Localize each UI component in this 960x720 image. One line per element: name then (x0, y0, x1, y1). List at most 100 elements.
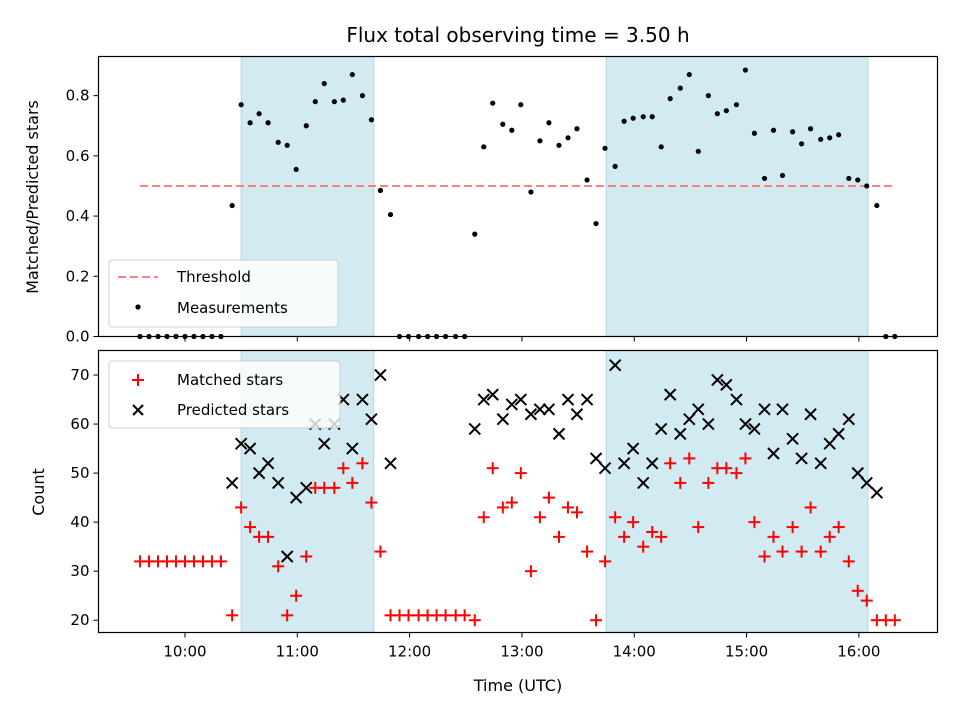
predicted-star-point (496, 412, 510, 426)
measurement-point (779, 172, 786, 179)
predicted-star-point (748, 422, 761, 436)
predicted-star-point (683, 412, 696, 426)
measurement-point (790, 129, 796, 135)
measurement-point (229, 202, 235, 209)
matched-star-point (226, 609, 239, 622)
measurement-point (584, 177, 590, 183)
predicted-star-point (842, 412, 855, 426)
matched-star-point (609, 511, 622, 524)
measurement-point (818, 136, 824, 142)
matched-star-point (468, 614, 481, 627)
measurement-point (686, 71, 692, 78)
predicted-star-point (720, 378, 733, 392)
matched-star-point (505, 496, 518, 509)
predicted-star-point (739, 417, 752, 431)
matched-star-point (776, 545, 789, 558)
measurement-point (855, 177, 861, 183)
measurement-point (751, 130, 758, 136)
top-y-tick-label: 0.2 (66, 267, 90, 285)
predicted-star-point (533, 403, 547, 416)
predicted-star-point (486, 388, 499, 401)
matched-star-point (692, 521, 705, 534)
measurement-point (340, 97, 346, 103)
predicted-star-point (786, 432, 799, 445)
x-tick-label: 13:00 (500, 643, 543, 661)
measurement-point (247, 120, 253, 126)
predicted-star-point (711, 373, 724, 387)
matched-star-point (842, 555, 855, 568)
matched-star-point (860, 594, 873, 607)
matched-star-point (618, 530, 631, 543)
matched-star-point (235, 501, 248, 514)
predicted-star-point (860, 476, 873, 490)
matched-star-point (832, 521, 845, 534)
top-axes-frame (97, 55, 939, 338)
predicted-star-point (663, 388, 677, 401)
measurement-point (528, 189, 534, 195)
matched-star-point (739, 452, 752, 465)
measurement-point (827, 135, 833, 141)
measurement-point (733, 102, 740, 108)
predicted-star-point (598, 461, 612, 475)
measurement-point (265, 120, 271, 126)
chart-title: Flux total observing time = 3.50 h (346, 23, 689, 47)
measurement-point (770, 127, 777, 133)
measurement-point (836, 132, 842, 138)
bot-y-tick-label: 60 (70, 415, 89, 433)
predicted-star-point (280, 550, 294, 563)
predicted-star-point (468, 422, 481, 436)
matched-star-point (627, 516, 640, 529)
measurement-point (798, 141, 805, 147)
measurement-point (742, 67, 749, 73)
measurement-point (640, 114, 646, 120)
matched-star-point (214, 555, 227, 568)
bottom-y-axis-label: Count (29, 468, 48, 516)
predicted-star-point (514, 393, 528, 406)
predicted-star-point (823, 437, 836, 450)
predicted-star-point (795, 452, 808, 465)
matched-star-point (730, 467, 743, 480)
predicted-star-point (608, 359, 622, 372)
bot-y-tick-label: 20 (70, 611, 89, 629)
matched-star-point (439, 609, 452, 622)
predicted-star-point (271, 476, 285, 490)
measurement-point (714, 111, 720, 117)
legend-measurements-label: Measurements (177, 299, 288, 317)
measurement-point (649, 114, 655, 120)
bottom-axes-frame (97, 349, 939, 634)
top-y-tick-label: 0.4 (66, 207, 90, 225)
x-tick-label: 12:00 (388, 643, 431, 661)
top-y-tick-label: 0.0 (66, 328, 90, 346)
predicted-star-point (300, 481, 313, 495)
measurement-point (312, 99, 318, 105)
predicted-star-point (261, 457, 275, 470)
matched-star-point (524, 565, 537, 578)
matched-star-point (552, 530, 565, 543)
measurement-point (667, 96, 673, 102)
top-y-tick-label: 0.8 (66, 87, 90, 105)
measurement-point (723, 108, 729, 114)
predicted-star-point (758, 403, 771, 416)
measurement-point (387, 211, 394, 218)
matched-star-point (599, 555, 612, 568)
x-tick-label: 15:00 (725, 643, 768, 661)
top-legend: Threshold Measurements (108, 259, 339, 328)
matched-star-point (590, 614, 603, 627)
measurement-point (238, 102, 244, 108)
matched-star-point (683, 452, 696, 465)
measurement-point (705, 93, 711, 99)
matched-star-point (888, 614, 901, 627)
predicted-star-point (617, 457, 631, 470)
measurement-point (556, 142, 562, 148)
bottom-legend: Matched stars Predicted stars (108, 360, 341, 429)
matched-star-point (374, 545, 387, 558)
predicted-star-point (654, 422, 668, 436)
predicted-star-point (730, 393, 743, 406)
predicted-star-point (552, 427, 566, 441)
measurement-point (565, 135, 571, 141)
measurement-point (500, 121, 506, 127)
measurement-point (284, 142, 290, 148)
measurement-point (331, 99, 337, 105)
measurement-point (621, 118, 627, 124)
